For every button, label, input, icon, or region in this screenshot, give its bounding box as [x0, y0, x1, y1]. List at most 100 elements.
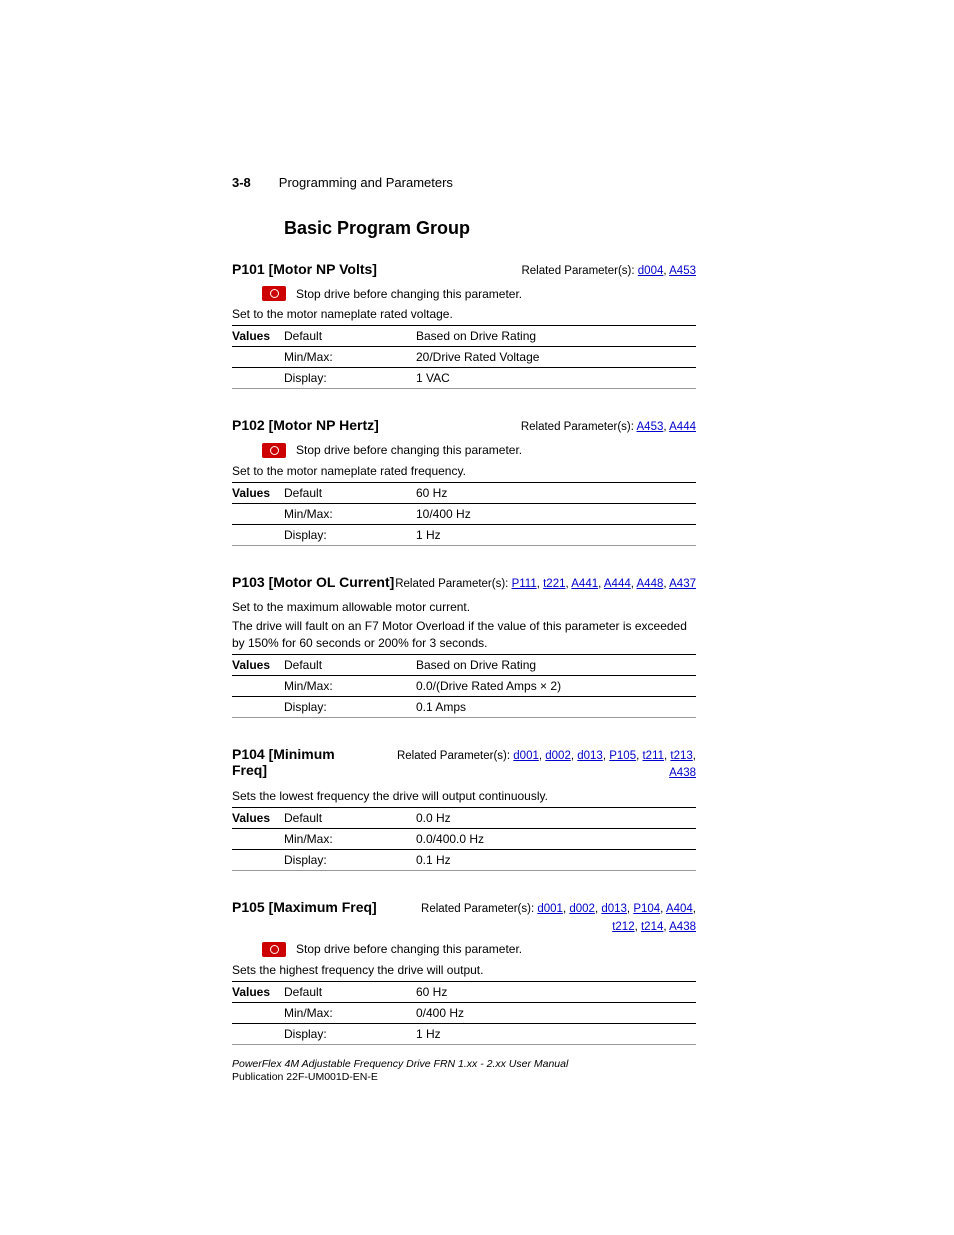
table-row: Min/Max:20/Drive Rated Voltage: [232, 347, 696, 368]
table-row: Display:0.1 Hz: [232, 850, 696, 871]
link-a438[interactable]: A438: [669, 767, 696, 779]
row-key: Default: [284, 654, 416, 675]
row-val: 1 Hz: [416, 1024, 696, 1045]
link-a453[interactable]: A453: [669, 265, 696, 277]
page-footer: PowerFlex 4M Adjustable Frequency Drive …: [232, 1058, 568, 1085]
param-title: P104 [Minimum Freq]: [232, 746, 372, 778]
stop-warning-text: Stop drive before changing this paramete…: [296, 287, 522, 301]
values-table: ValuesDefault60 Hz Min/Max:0/400 Hz Disp…: [232, 981, 696, 1045]
row-val: Based on Drive Rating: [416, 654, 696, 675]
row-val: 0.1 Hz: [416, 850, 696, 871]
related-params: Related Parameter(s): d001, d002, d013, …: [372, 748, 696, 783]
row-val: Based on Drive Rating: [416, 326, 696, 347]
row-val: 0.0/400.0 Hz: [416, 829, 696, 850]
row-val: 0.0/(Drive Rated Amps × 2): [416, 675, 696, 696]
table-row: ValuesDefaultBased on Drive Rating: [232, 326, 696, 347]
row-val: 60 Hz: [416, 482, 696, 503]
stop-warning-text: Stop drive before changing this paramete…: [296, 443, 522, 457]
link-d004[interactable]: d004: [638, 265, 664, 277]
row-key: Min/Max:: [284, 1003, 416, 1024]
table-row: Display:1 VAC: [232, 368, 696, 389]
table-row: Min/Max:0.0/400.0 Hz: [232, 829, 696, 850]
footer-line2: Publication 22F-UM001D-EN-E: [232, 1071, 568, 1085]
link-d013[interactable]: d013: [577, 750, 603, 762]
link-a438[interactable]: A438: [669, 921, 696, 933]
row-val: 1 VAC: [416, 368, 696, 389]
row-key: Display:: [284, 368, 416, 389]
values-table: ValuesDefaultBased on Drive Rating Min/M…: [232, 325, 696, 389]
row-key: Display:: [284, 524, 416, 545]
link-a448[interactable]: A448: [637, 578, 664, 590]
table-row: ValuesDefault60 Hz: [232, 482, 696, 503]
row-key: Display:: [284, 1024, 416, 1045]
related-params: Related Parameter(s): A453, A444: [521, 419, 696, 436]
row-key: Display:: [284, 850, 416, 871]
stop-icon: [262, 286, 286, 301]
link-t211[interactable]: t211: [642, 750, 664, 762]
param-title: P103 [Motor OL Current]: [232, 574, 394, 590]
link-p105[interactable]: P105: [609, 750, 636, 762]
link-a441[interactable]: A441: [571, 578, 598, 590]
section-label: Programming and Parameters: [279, 175, 453, 190]
table-row: Display:1 Hz: [232, 524, 696, 545]
param-title: P102 [Motor NP Hertz]: [232, 417, 379, 433]
stop-icon: [262, 942, 286, 957]
values-label: Values: [232, 482, 284, 503]
param-p102: P102 [Motor NP Hertz] Related Parameter(…: [232, 417, 696, 545]
param-p101: P101 [Motor NP Volts] Related Parameter(…: [232, 261, 696, 389]
row-key: Min/Max:: [284, 503, 416, 524]
stop-warning-text: Stop drive before changing this paramete…: [296, 942, 522, 956]
table-row: Display:1 Hz: [232, 1024, 696, 1045]
link-a437[interactable]: A437: [669, 578, 696, 590]
link-t221[interactable]: t221: [543, 578, 565, 590]
link-t214[interactable]: t214: [641, 921, 663, 933]
link-a444[interactable]: A444: [669, 421, 696, 433]
row-val: 0.0 Hz: [416, 808, 696, 829]
table-row: Display:0.1 Amps: [232, 696, 696, 717]
values-table: ValuesDefault60 Hz Min/Max:10/400 Hz Dis…: [232, 482, 696, 546]
param-desc: Sets the lowest frequency the drive will…: [232, 788, 696, 804]
row-val: 20/Drive Rated Voltage: [416, 347, 696, 368]
values-label: Values: [232, 982, 284, 1003]
row-val: 1 Hz: [416, 524, 696, 545]
link-d001[interactable]: d001: [513, 750, 539, 762]
values-label: Values: [232, 326, 284, 347]
param-desc: Set to the motor nameplate rated frequen…: [232, 463, 696, 479]
link-p111[interactable]: P111: [512, 578, 537, 590]
param-desc: Set to the motor nameplate rated voltage…: [232, 306, 696, 322]
link-a444[interactable]: A444: [604, 578, 631, 590]
param-p105: P105 [Maximum Freq] Related Parameter(s)…: [232, 899, 696, 1045]
link-d002[interactable]: d002: [569, 903, 595, 915]
param-p104: P104 [Minimum Freq] Related Parameter(s)…: [232, 746, 696, 872]
link-a453[interactable]: A453: [637, 421, 664, 433]
row-val: 0/400 Hz: [416, 1003, 696, 1024]
link-d002[interactable]: d002: [545, 750, 571, 762]
link-d001[interactable]: d001: [537, 903, 563, 915]
page-number: 3-8: [232, 175, 251, 190]
row-key: Default: [284, 808, 416, 829]
row-key: Default: [284, 326, 416, 347]
param-p103: P103 [Motor OL Current] Related Paramete…: [232, 574, 696, 718]
param-desc: Set to the maximum allowable motor curre…: [232, 599, 696, 615]
row-key: Min/Max:: [284, 675, 416, 696]
link-p104[interactable]: P104: [633, 903, 660, 915]
related-params: Related Parameter(s): d004, A453: [521, 263, 696, 280]
page-header: 3-8 Programming and Parameters: [232, 175, 696, 190]
param-desc: The drive will fault on an F7 Motor Over…: [232, 618, 696, 650]
values-table: ValuesDefaultBased on Drive Rating Min/M…: [232, 654, 696, 718]
link-t213[interactable]: t213: [670, 750, 692, 762]
row-val: 0.1 Amps: [416, 696, 696, 717]
link-t212[interactable]: t212: [612, 921, 634, 933]
row-key: Min/Max:: [284, 347, 416, 368]
param-title: P101 [Motor NP Volts]: [232, 261, 377, 277]
values-label: Values: [232, 654, 284, 675]
values-table: ValuesDefault0.0 Hz Min/Max:0.0/400.0 Hz…: [232, 807, 696, 871]
row-key: Min/Max:: [284, 829, 416, 850]
table-row: Min/Max:0.0/(Drive Rated Amps × 2): [232, 675, 696, 696]
related-params: Related Parameter(s): d001, d002, d013, …: [421, 901, 696, 936]
link-a404[interactable]: A404: [666, 903, 693, 915]
table-row: ValuesDefault0.0 Hz: [232, 808, 696, 829]
param-title: P105 [Maximum Freq]: [232, 899, 377, 915]
row-key: Default: [284, 482, 416, 503]
link-d013[interactable]: d013: [601, 903, 627, 915]
